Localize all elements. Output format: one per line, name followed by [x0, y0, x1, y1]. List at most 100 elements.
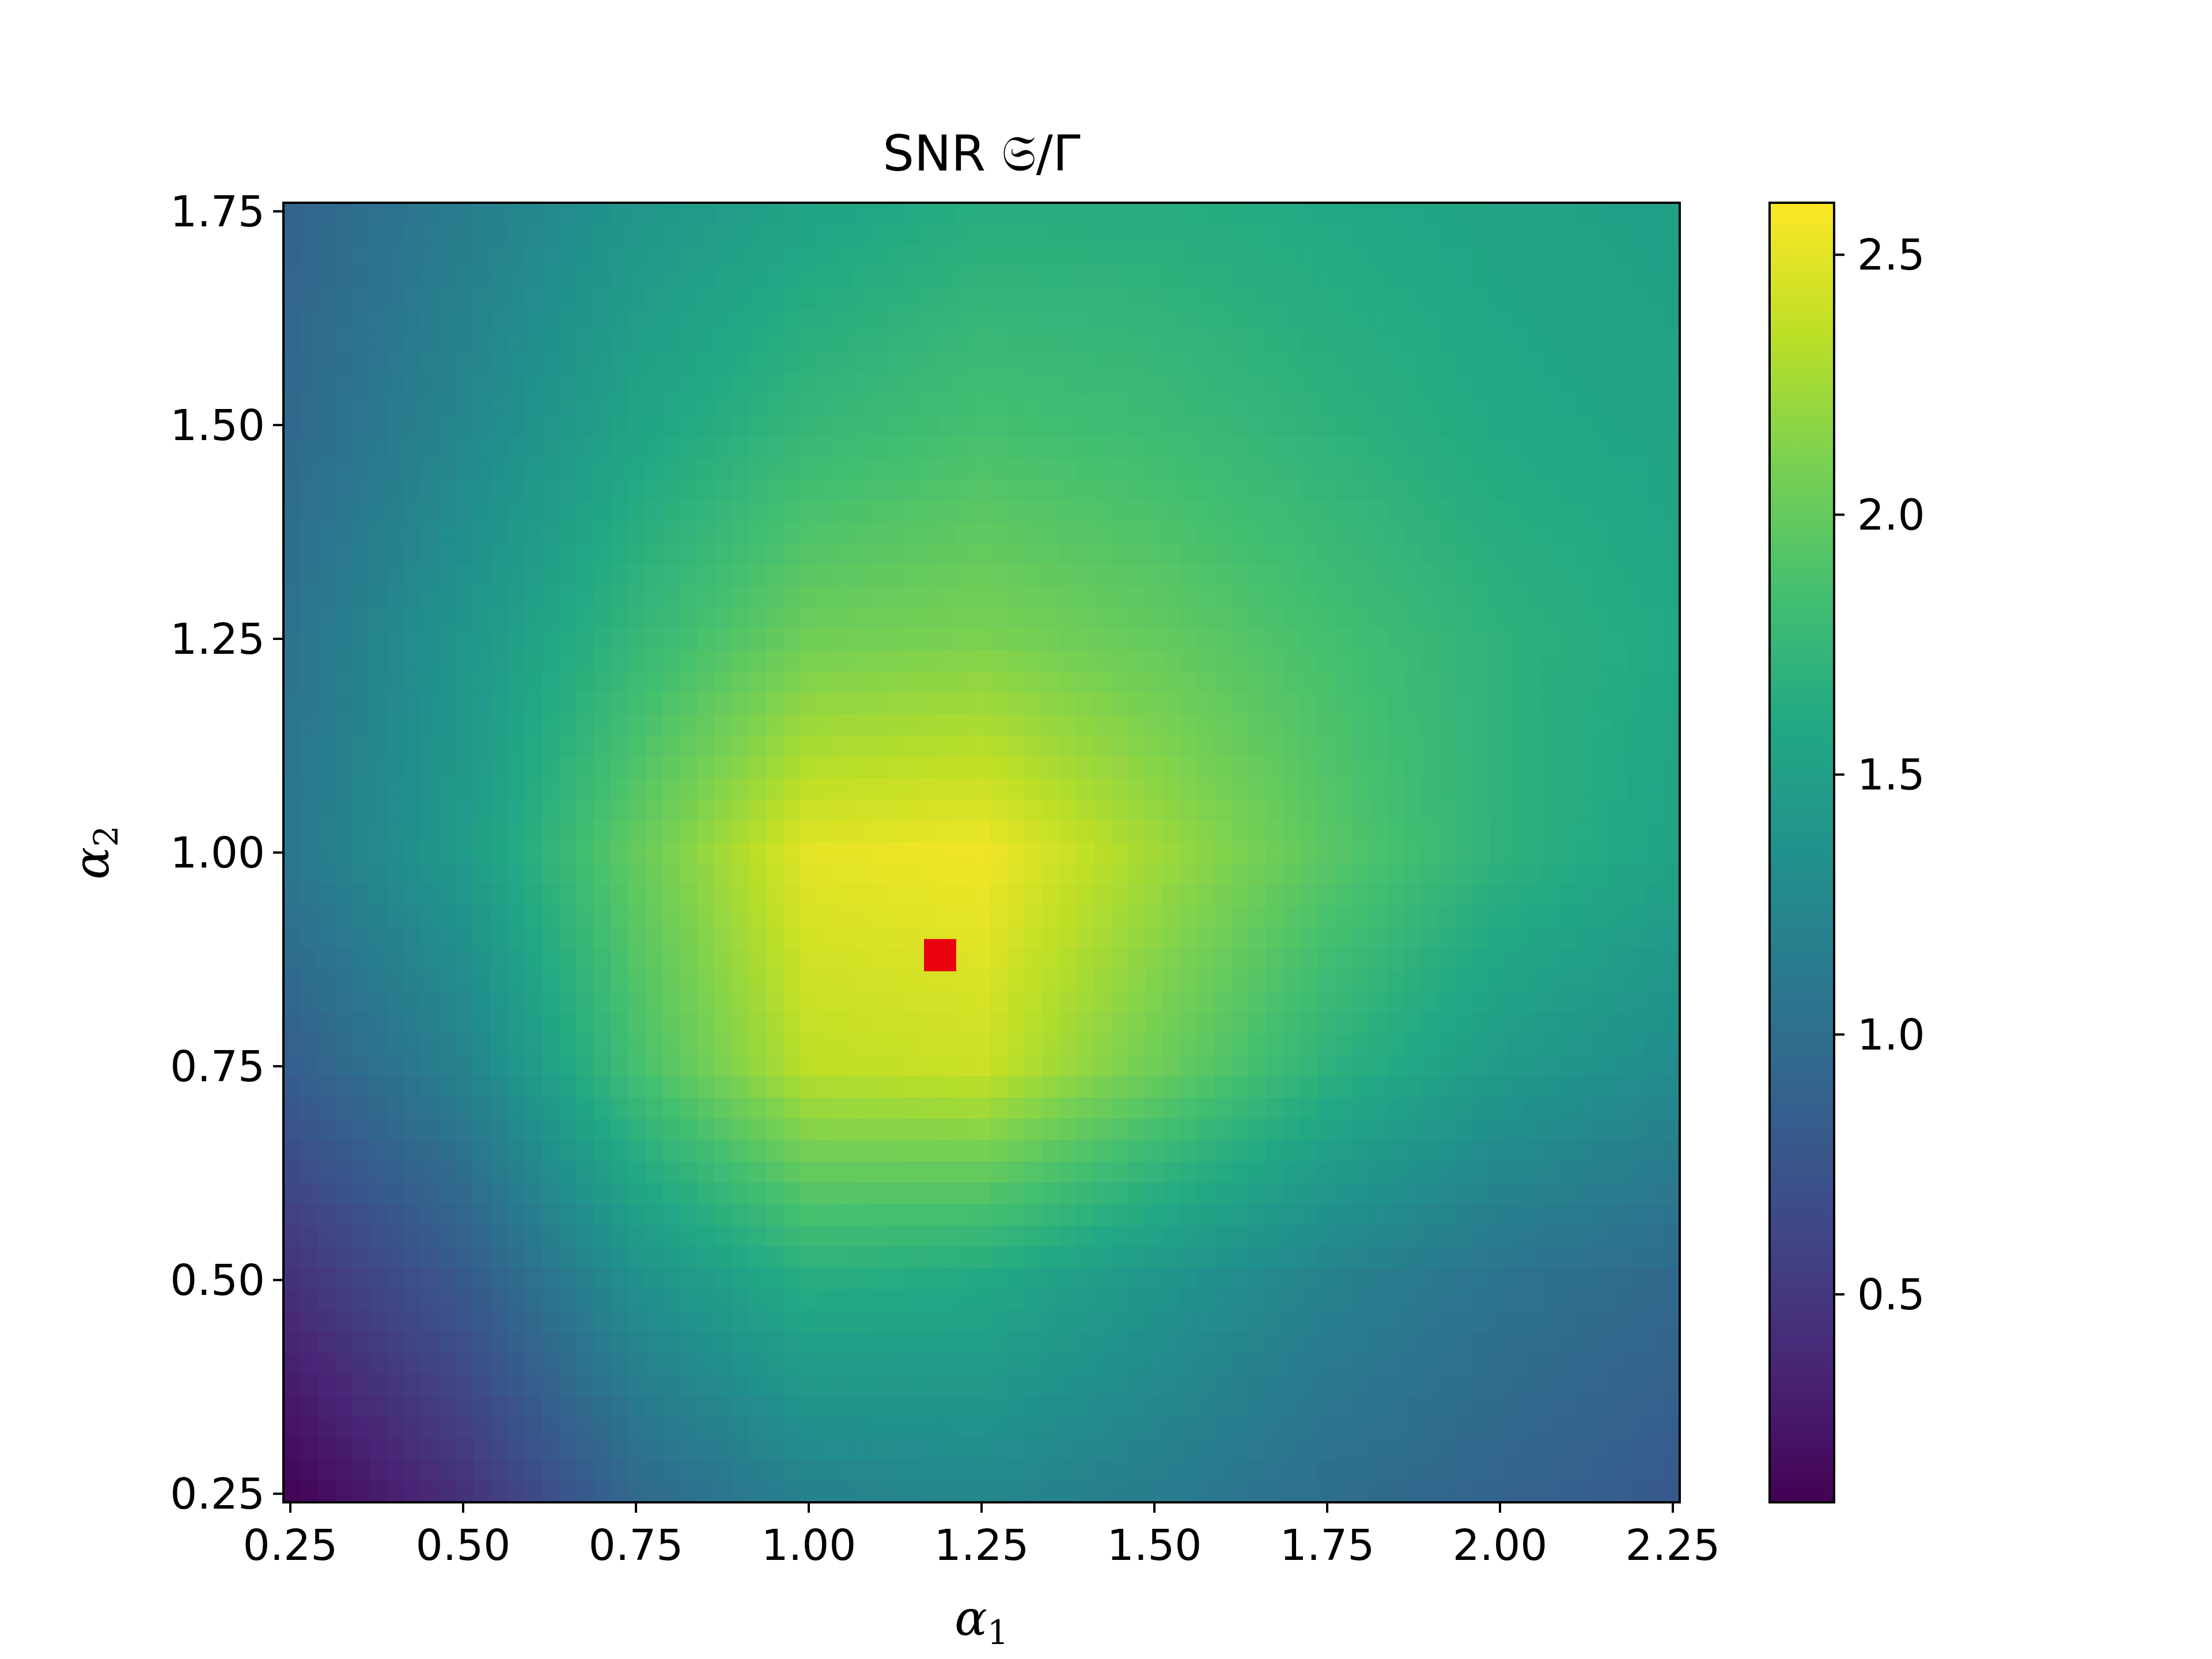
heatmap-cell	[1662, 842, 1680, 864]
heatmap-cell	[524, 692, 543, 715]
heatmap-cell	[1076, 1289, 1094, 1311]
heatmap-cell	[611, 373, 629, 395]
heatmap-cell	[1111, 1076, 1129, 1099]
heatmap-cell	[507, 1076, 525, 1099]
heatmap-cell	[1369, 458, 1388, 480]
heatmap-cell	[300, 1417, 319, 1439]
heatmap-cell	[1472, 842, 1491, 864]
heatmap-cell	[335, 671, 353, 694]
heatmap-cell	[1662, 373, 1680, 395]
heatmap-cell	[887, 927, 905, 949]
heatmap-cell	[1180, 373, 1198, 395]
heatmap-cell	[541, 671, 560, 694]
heatmap-cell	[732, 287, 749, 310]
heatmap-cell	[1352, 1438, 1370, 1460]
heatmap-cell	[1628, 394, 1646, 416]
heatmap-cell	[800, 799, 819, 821]
heatmap-cell	[697, 863, 715, 885]
heatmap-cell	[783, 756, 801, 779]
heatmap-cell	[524, 1268, 543, 1290]
heatmap-cell	[697, 1353, 715, 1375]
heatmap-cell	[680, 543, 698, 566]
heatmap-cell	[1145, 458, 1164, 480]
heatmap-cell	[817, 479, 836, 502]
heatmap-cell	[611, 266, 629, 289]
heatmap-cell	[1472, 1417, 1491, 1439]
heatmap-cell	[732, 1353, 749, 1375]
heatmap-cell	[1541, 543, 1560, 566]
heatmap-cell	[1438, 607, 1456, 630]
heatmap-cell	[1248, 1012, 1267, 1035]
heatmap-cell	[1507, 799, 1525, 821]
heatmap-cell	[490, 266, 508, 289]
heatmap-cell	[1387, 1183, 1404, 1205]
heatmap-cell	[1593, 1097, 1612, 1120]
heatmap-cell	[1180, 1119, 1198, 1141]
heatmap-cell	[335, 373, 353, 395]
heatmap-cell	[697, 1374, 715, 1396]
heatmap-cell	[714, 884, 732, 907]
heatmap-cell	[1024, 991, 1043, 1013]
heatmap-cell	[611, 991, 629, 1013]
heatmap-cell	[1507, 1353, 1525, 1375]
heatmap-cell	[1404, 1417, 1422, 1439]
heatmap-cell	[421, 799, 440, 821]
heatmap-cell	[1645, 1417, 1663, 1439]
heatmap-cell	[1662, 1460, 1680, 1482]
heatmap-cell	[956, 756, 974, 779]
heatmap-cell	[473, 458, 491, 480]
heatmap-cell	[680, 1012, 698, 1035]
heatmap-cell	[835, 203, 853, 225]
heatmap-cell	[404, 692, 422, 715]
heatmap-cell	[800, 309, 819, 331]
heatmap-cell	[1438, 1268, 1456, 1290]
heatmap-cell	[1507, 1417, 1525, 1439]
heatmap-cell	[404, 1204, 422, 1226]
heatmap-cell	[1404, 1055, 1422, 1077]
heatmap-cell	[1593, 287, 1612, 310]
heatmap-cell	[1111, 714, 1129, 736]
heatmap-cell	[869, 1033, 888, 1056]
heatmap-cell	[335, 1161, 353, 1184]
heatmap-cell	[628, 948, 646, 971]
heatmap-cell	[283, 756, 301, 779]
heatmap-cell	[317, 969, 336, 992]
heatmap-cell	[1300, 1268, 1319, 1290]
heatmap-cell	[1387, 842, 1404, 864]
heatmap-cell	[1266, 607, 1284, 630]
heatmap-cell	[1369, 330, 1388, 353]
heatmap-cell	[438, 1161, 457, 1184]
heatmap-cell	[1317, 330, 1336, 353]
heatmap-cell	[611, 1438, 629, 1460]
heatmap-cell	[317, 373, 336, 395]
heatmap-cell	[593, 1268, 612, 1290]
heatmap-cell	[1628, 906, 1646, 928]
heatmap-cell	[732, 309, 749, 331]
heatmap-cell	[1024, 607, 1043, 630]
heatmap-cell	[300, 820, 319, 843]
heatmap-cell	[1059, 1055, 1077, 1077]
heatmap-cell	[1507, 1438, 1525, 1460]
heatmap-cell	[1524, 671, 1543, 694]
heatmap-cell	[714, 1225, 732, 1247]
heatmap-cell	[800, 756, 819, 779]
heatmap-cell	[1248, 1417, 1267, 1439]
heatmap-cell	[817, 948, 836, 971]
heatmap-cell	[541, 394, 560, 416]
heatmap-cell	[473, 650, 491, 672]
heatmap-cell	[369, 1204, 388, 1226]
heatmap-cell	[1559, 1225, 1577, 1247]
heatmap-cell	[1024, 1247, 1043, 1268]
heatmap-cell	[559, 1225, 577, 1247]
heatmap-cell	[404, 501, 422, 523]
heatmap-cell	[317, 287, 336, 310]
heatmap-cell	[1041, 245, 1060, 267]
heatmap-cell	[1472, 1438, 1491, 1460]
heatmap-cell	[835, 842, 853, 864]
heatmap-cell	[456, 1119, 474, 1141]
heatmap-cell	[1093, 1268, 1112, 1290]
heatmap-cell	[628, 1140, 646, 1162]
heatmap-cell	[628, 1247, 646, 1268]
heatmap-cell	[1438, 884, 1456, 907]
heatmap-cell	[1128, 543, 1146, 566]
